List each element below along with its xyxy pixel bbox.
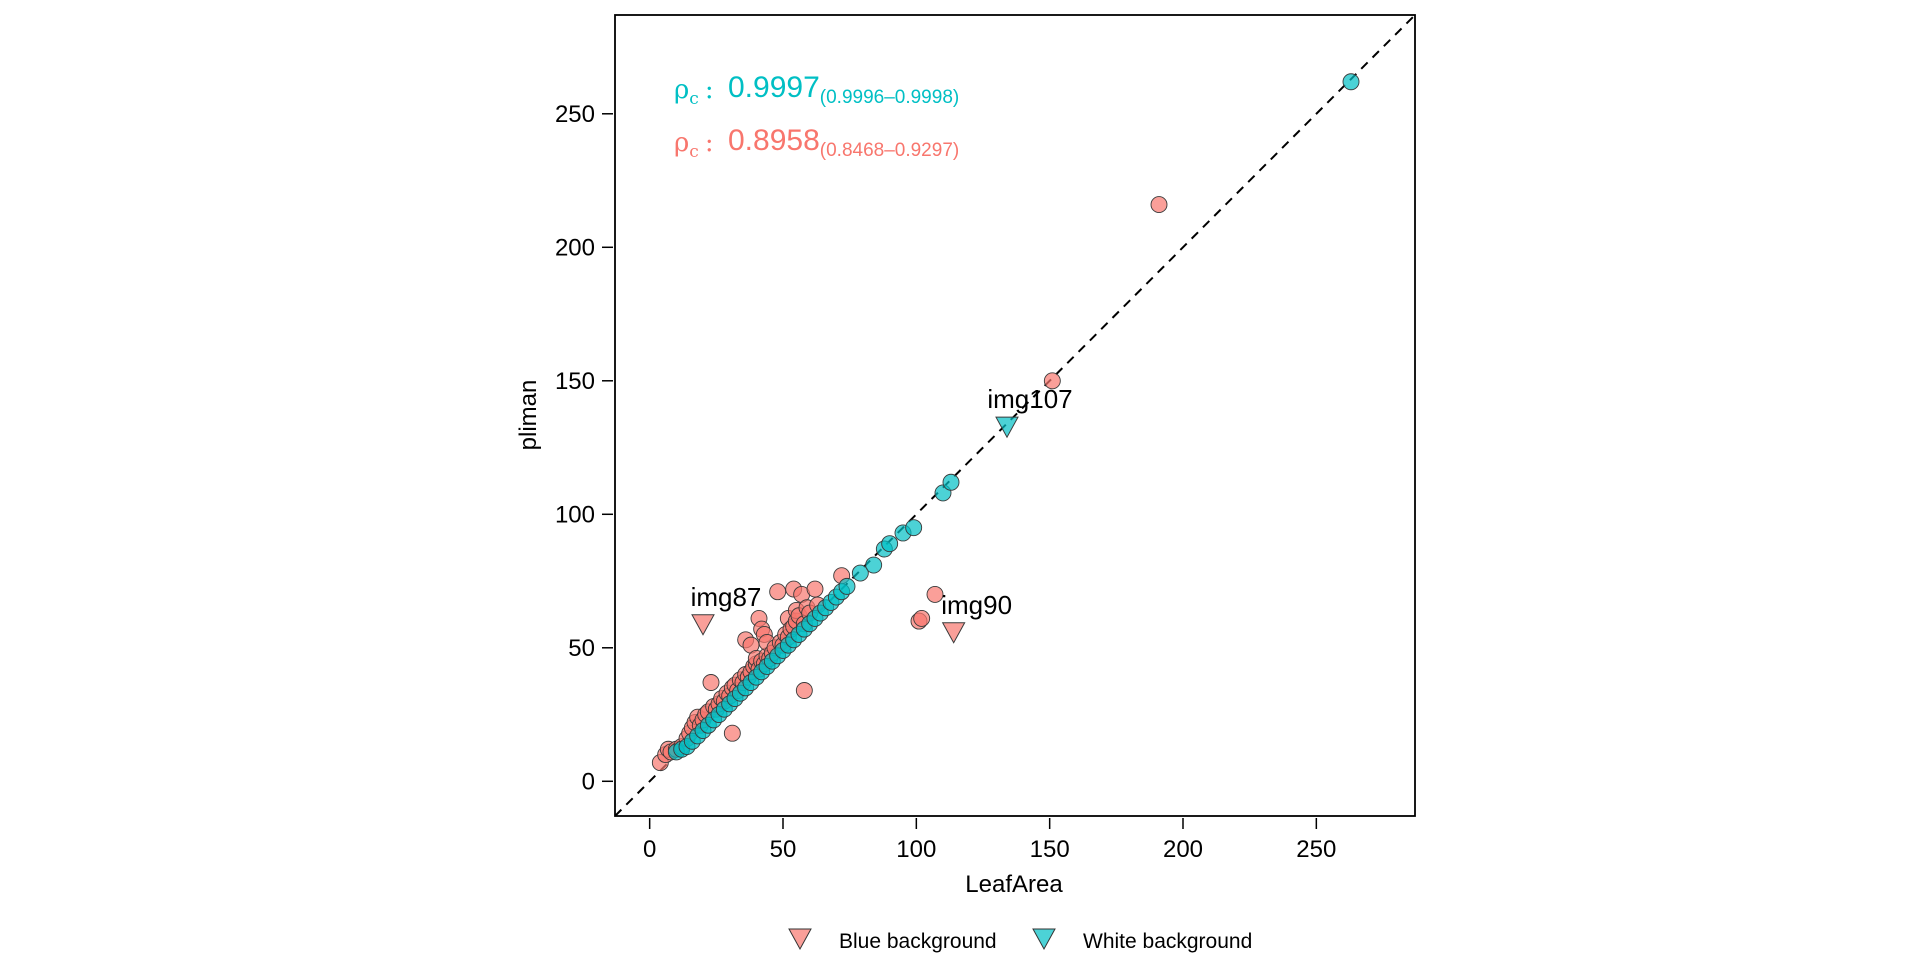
point-blue-24 xyxy=(723,724,741,742)
ticks-layer: 0 50 100 150 200 250 0 50 100 150 200 250 xyxy=(555,101,1336,863)
y-tick-label-150: 150 xyxy=(555,368,595,395)
point-white-36 xyxy=(881,535,899,553)
x-tick-label-50: 50 xyxy=(770,836,797,863)
point-white-32 xyxy=(838,577,856,595)
point-white-38 xyxy=(905,519,923,537)
outlier-label-img90: img90 xyxy=(941,590,1012,620)
ccc-white-background: ρc: 0.9997(0.9996–0.9998) xyxy=(674,71,959,109)
point-blue-71 xyxy=(1043,372,1061,390)
ccc-white-value: 0.9997(0.9996–0.9998) xyxy=(728,71,959,108)
point-white-34 xyxy=(865,556,883,574)
x-tick-label-150: 150 xyxy=(1030,836,1070,863)
points-layer xyxy=(651,73,1360,772)
y-tick-label-50: 50 xyxy=(568,635,595,662)
ccc-blue-value: 0.8958(0.8468–0.9297) xyxy=(728,124,959,161)
point-blue-72 xyxy=(1150,196,1168,214)
legend-item-blue-background: Blue background xyxy=(788,928,997,953)
x-axis-title: LeafArea xyxy=(965,871,1063,898)
legend: Blue background White background xyxy=(788,928,1252,953)
legend-label-blue: Blue background xyxy=(839,930,997,953)
ccc-white-symbol: ρc: xyxy=(674,75,714,109)
identity-line xyxy=(614,14,1416,817)
outlier-marker-img90 xyxy=(941,622,966,644)
point-blue-65 xyxy=(806,580,824,598)
legend-marker-blue xyxy=(788,928,812,951)
point-white-33 xyxy=(851,564,869,582)
outlier-label-img87: img87 xyxy=(691,582,762,612)
point-blue-15 xyxy=(702,674,720,691)
x-tick-label-0: 0 xyxy=(643,836,656,863)
y-tick-label-200: 200 xyxy=(555,234,595,261)
legend-item-white-background: White background xyxy=(1032,928,1252,953)
outlier-label-img107: img107 xyxy=(987,384,1072,414)
ccc-blue-symbol: ρc: xyxy=(674,128,714,162)
point-blue-70 xyxy=(926,585,944,603)
point-blue-69 xyxy=(913,609,931,627)
x-tick-label-200: 200 xyxy=(1163,836,1203,863)
point-blue-48 xyxy=(769,583,787,601)
y-tick-label-100: 100 xyxy=(555,501,595,528)
y-tick-label-250: 250 xyxy=(555,101,595,128)
point-blue-62 xyxy=(795,682,813,699)
plot-frame xyxy=(614,14,1416,817)
outlier-marker-img87 xyxy=(691,614,715,636)
x-tick-label-250: 250 xyxy=(1296,836,1336,863)
outliers-layer xyxy=(691,416,1019,644)
x-tick-label-100: 100 xyxy=(896,836,936,863)
outlier-marker-img107 xyxy=(995,416,1019,439)
y-tick-label-0: 0 xyxy=(582,768,595,795)
y-axis-title: pliman xyxy=(515,380,542,451)
legend-label-white: White background xyxy=(1083,930,1252,953)
ccc-blue-background: ρc: 0.8958(0.8468–0.9297) xyxy=(674,124,959,162)
legend-marker-white xyxy=(1032,928,1056,951)
point-white-40 xyxy=(942,473,960,491)
labels-layer: img87 img90 img107 xyxy=(691,384,1073,620)
point-white-41 xyxy=(1342,73,1360,91)
